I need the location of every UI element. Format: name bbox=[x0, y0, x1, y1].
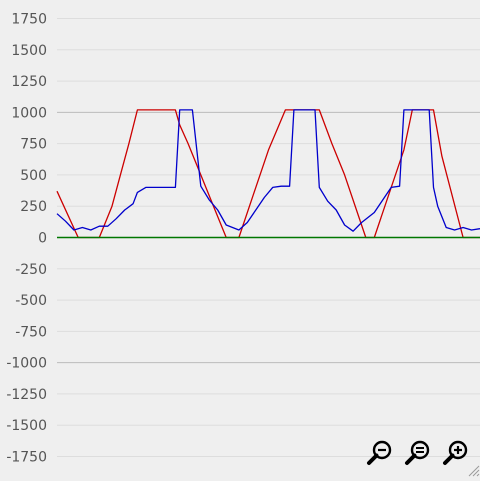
y-tick-label: 1000 bbox=[11, 105, 47, 121]
zoom-in-button[interactable] bbox=[441, 438, 471, 468]
y-tick-label: -500 bbox=[15, 293, 47, 309]
resize-grip[interactable] bbox=[466, 462, 480, 477]
series-line-1 bbox=[56, 109, 480, 232]
series-line-0 bbox=[56, 109, 480, 239]
y-tick-label: 0 bbox=[38, 231, 47, 247]
y-tick-label: -1500 bbox=[6, 418, 47, 434]
grid bbox=[57, 18, 480, 457]
y-tick-label: 1500 bbox=[11, 43, 47, 59]
y-tick-label: 750 bbox=[20, 137, 47, 153]
zoom-out-icon bbox=[367, 440, 392, 465]
zoom-reset-button[interactable] bbox=[403, 438, 433, 468]
y-tick-label: -750 bbox=[15, 324, 47, 340]
y-tick-label: 250 bbox=[20, 199, 47, 215]
zoom-toolbar bbox=[365, 438, 480, 468]
y-tick-label: 1250 bbox=[11, 74, 47, 90]
y-tick-label: -250 bbox=[15, 262, 47, 278]
y-tick-label: -1750 bbox=[6, 450, 47, 466]
zoom-reset-icon bbox=[405, 440, 430, 465]
y-tick-label: -1250 bbox=[6, 387, 47, 403]
y-axis-labels: 1750 1500 1250 1000 750 500 250 0 -250 -500 -750 -1… bbox=[6, 12, 47, 466]
zoom-out-button[interactable] bbox=[365, 438, 395, 468]
y-tick-label: 500 bbox=[20, 168, 47, 184]
y-tick-label: 1750 bbox=[11, 12, 47, 28]
zoom-in-icon bbox=[443, 440, 468, 465]
resize-grip-icon bbox=[468, 465, 480, 477]
y-tick-label: -1000 bbox=[6, 356, 47, 372]
series-lines bbox=[56, 109, 480, 239]
